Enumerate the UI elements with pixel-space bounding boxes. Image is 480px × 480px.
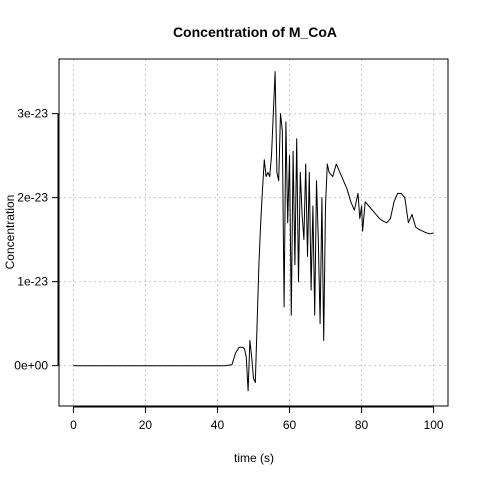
y-tick-label: 1e-23 [17,275,48,289]
x-tick-label: 100 [424,418,444,432]
y-tick-label: 2e-23 [17,191,48,205]
y-axis-label: Concentration [3,195,17,270]
y-tick-label: 3e-23 [17,107,48,121]
series-line [73,71,434,392]
y-axis: 0e+00 1e-23 2e-23 3e-23 [14,107,59,373]
plot-frame [58,58,449,407]
x-tick-label: 0 [70,418,77,432]
series-lines [73,71,434,392]
chart-title: Concentration of M_CoA [173,24,337,40]
y-tick-label: 0e+00 [14,359,48,373]
x-tick-label: 80 [355,418,369,432]
x-axis: 0 20 40 60 80 100 [70,406,444,432]
x-tick-label: 60 [283,418,297,432]
x-axis-label: time (s) [234,451,274,465]
x-tick-label: 20 [139,418,153,432]
grid-lines [59,59,448,406]
x-tick-label: 40 [211,418,225,432]
